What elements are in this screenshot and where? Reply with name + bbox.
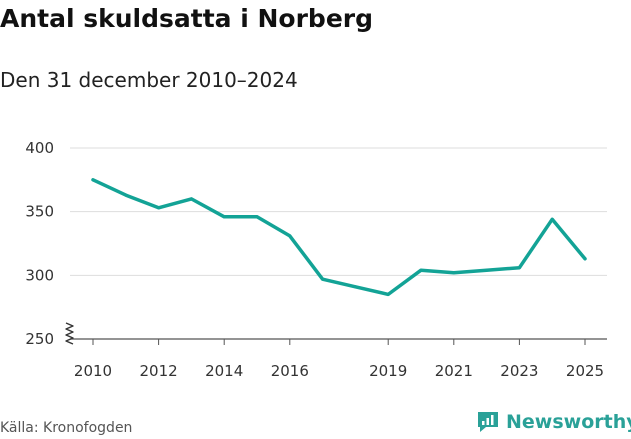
data-point: [452, 271, 456, 275]
x-tick-label: 2021: [435, 362, 473, 380]
chart-subtitle: Den 31 december 2010–2024: [0, 68, 298, 92]
y-axis-ticks: 250 300 350 400: [25, 139, 54, 348]
gridlines: [70, 147, 607, 340]
chart-title: Antal skuldsatta i Norberg: [0, 4, 374, 33]
x-axis-ticks: 2010 2012 2014 2016 2019 2021 2023 2025: [74, 339, 604, 380]
y-tick-label: 300: [25, 266, 54, 284]
y-tick-label: 400: [25, 139, 54, 157]
data-point: [583, 257, 587, 261]
source-label: Källa: Kronofogden: [0, 420, 133, 436]
data-point: [189, 197, 193, 201]
x-tick-label: 2019: [369, 362, 407, 380]
newsworthy-logo-icon: [478, 412, 498, 432]
data-point: [550, 217, 554, 221]
data-point: [255, 215, 259, 219]
data-point: [222, 215, 226, 219]
line-chart: 250 300 350 400 2010 2012 2014 2016 2019 2021 202…: [25, 139, 607, 380]
data-point: [386, 292, 390, 296]
brand-name: Newsworthy: [506, 411, 631, 433]
y-axis-break-icon: [65, 322, 74, 345]
y-tick-label: 350: [25, 203, 54, 221]
brand-logo: Newsworthy: [476, 407, 631, 437]
data-points: [91, 178, 587, 296]
data-point: [124, 193, 128, 197]
x-tick-label: 2014: [205, 362, 243, 380]
data-point: [157, 206, 161, 210]
y-tick-label: 250: [25, 330, 54, 348]
data-point: [485, 268, 489, 272]
data-point: [91, 178, 95, 182]
x-tick-label: 2025: [566, 362, 604, 380]
x-tick-label: 2023: [500, 362, 538, 380]
x-tick-label: 2016: [271, 362, 309, 380]
x-tick-label: 2010: [74, 362, 112, 380]
series-line: [91, 178, 587, 297]
x-tick-label: 2012: [140, 362, 178, 380]
data-point: [353, 285, 357, 289]
data-point: [419, 268, 423, 272]
data-point: [288, 234, 292, 238]
data-point: [517, 266, 521, 270]
data-point: [321, 277, 325, 281]
